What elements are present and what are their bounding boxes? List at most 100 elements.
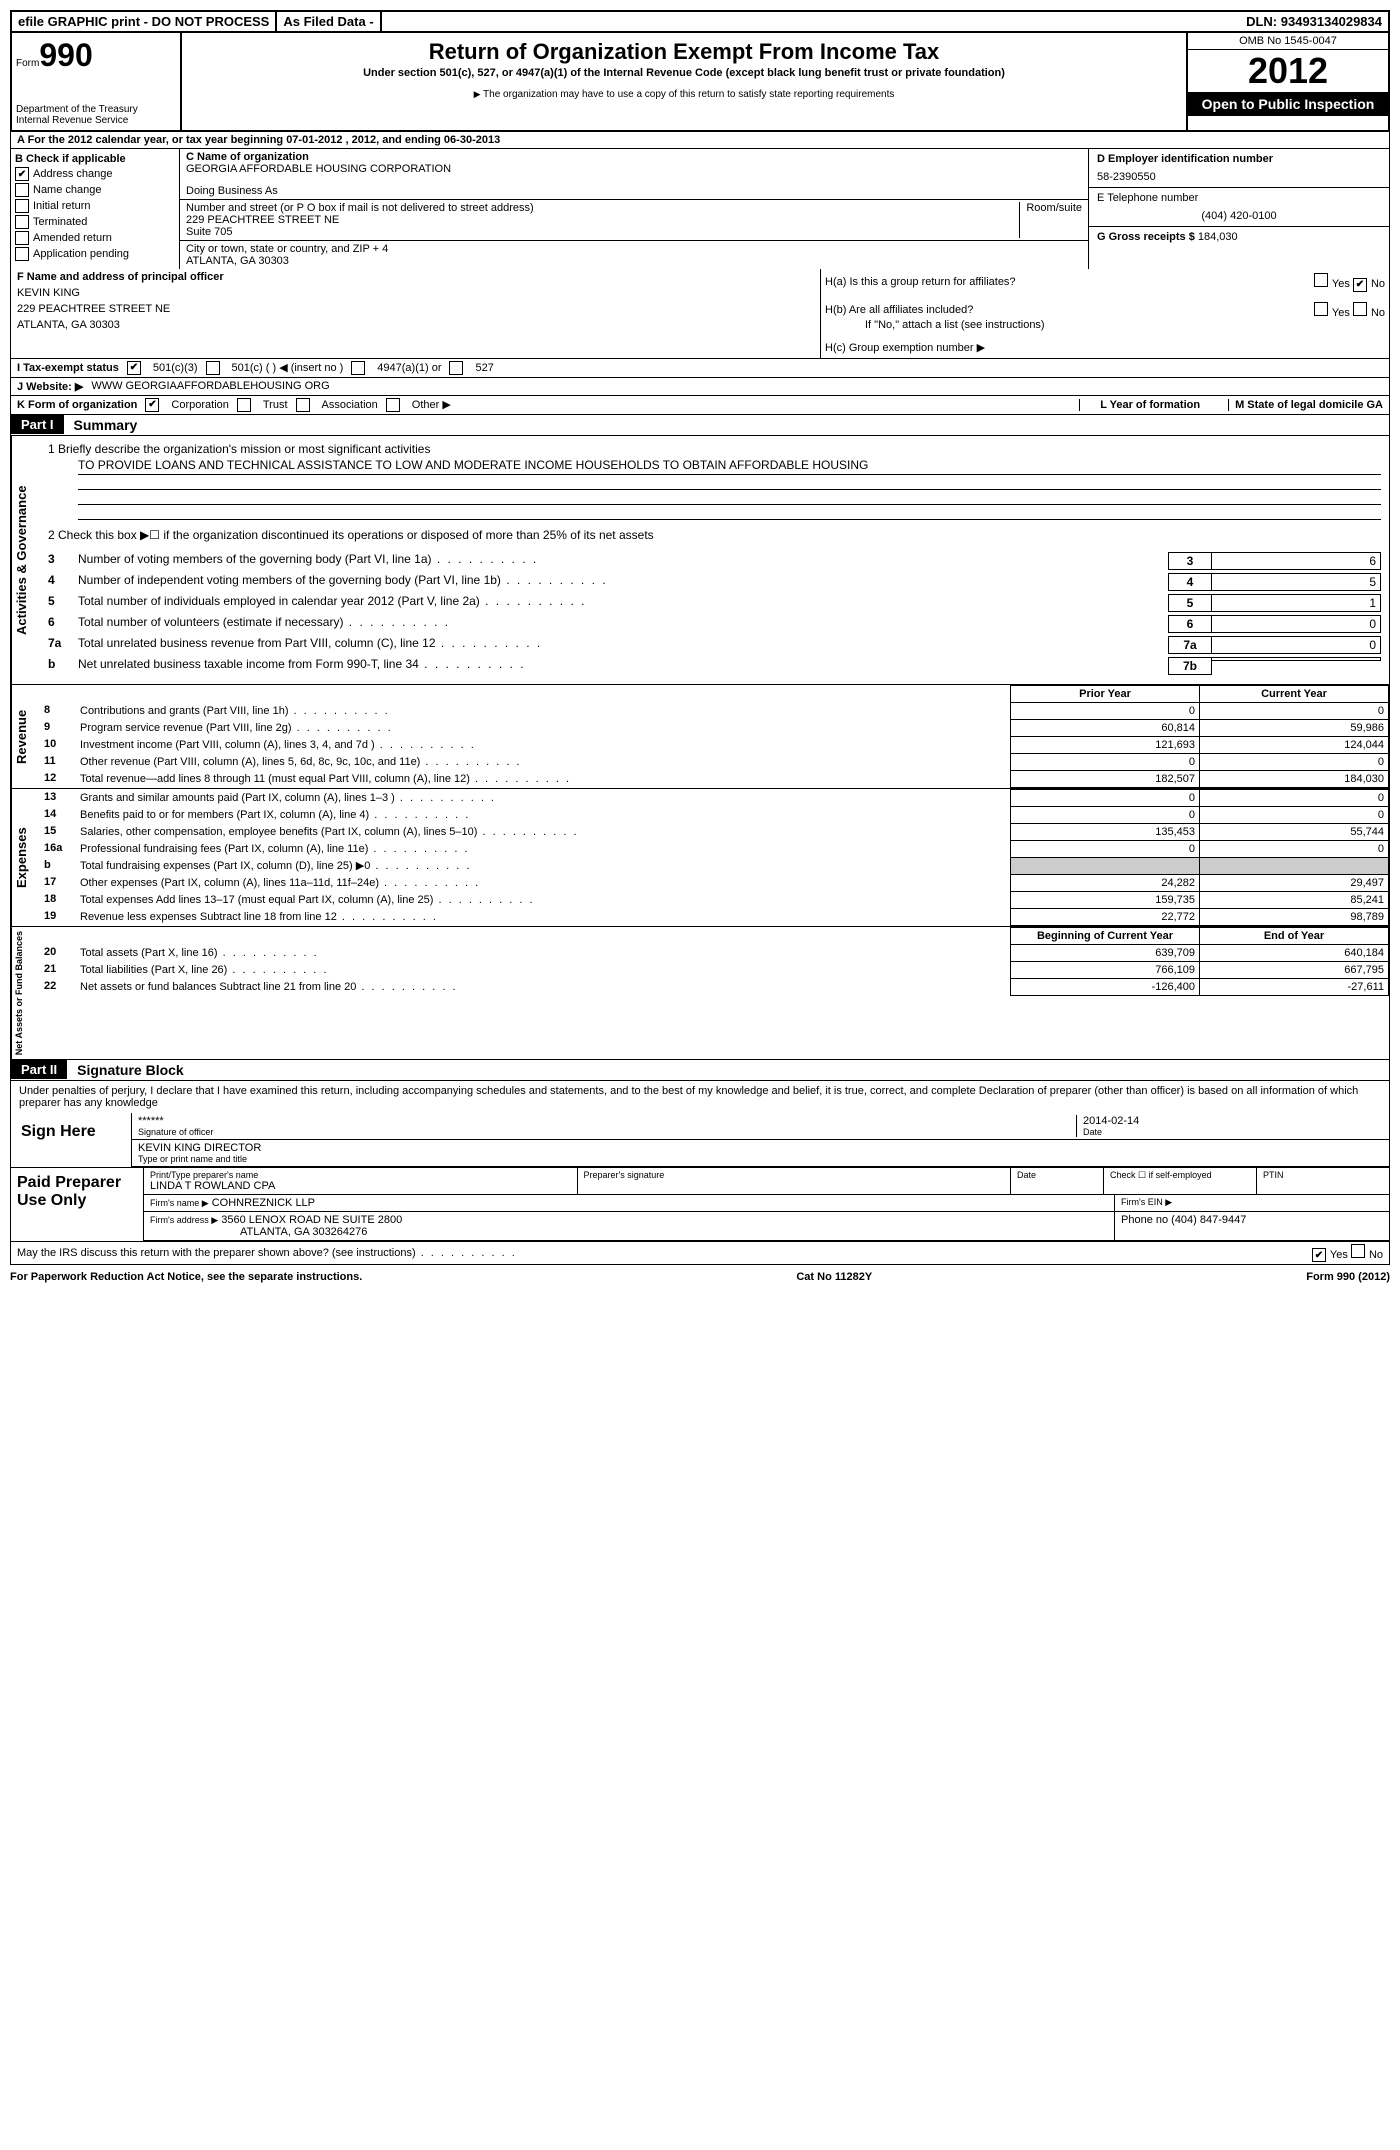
- phone: (404) 420-0100: [1097, 210, 1381, 222]
- print-name-label: Type or print name and title: [138, 1154, 261, 1164]
- ha-no-cb[interactable]: ✔: [1353, 278, 1367, 292]
- dba-label: Doing Business As: [186, 185, 1082, 197]
- fin-row-b: bTotal fundraising expenses (Part IX, co…: [40, 857, 1389, 874]
- line-a: A For the 2012 calendar year, or tax yea…: [10, 132, 1390, 149]
- fin-row-9: 9Program service revenue (Part VIII, lin…: [40, 719, 1389, 736]
- part2-header: Part II Signature Block: [10, 1060, 1390, 1081]
- section-deg: D Employer identification number 58-2390…: [1089, 149, 1389, 269]
- checkbox-name-change[interactable]: Name change: [15, 183, 175, 197]
- hb-no-cb[interactable]: [1353, 302, 1367, 316]
- discuss-no-cb[interactable]: [1351, 1244, 1365, 1258]
- assoc-cb[interactable]: [296, 398, 310, 412]
- part2-badge: Part II: [11, 1060, 67, 1079]
- checkbox-address-change[interactable]: ✔Address change: [15, 167, 175, 181]
- entity-grid: B Check if applicable ✔Address changeNam…: [10, 149, 1390, 269]
- section-h: H(a) Is this a group return for affiliat…: [821, 269, 1389, 358]
- ha-yes-cb[interactable]: [1314, 273, 1328, 287]
- preparer-sig-label: Preparer's signature: [577, 1168, 1011, 1194]
- officer-name: KEVIN KING: [11, 285, 820, 301]
- preparer-date-label: Date: [1010, 1168, 1103, 1194]
- section-f: F Name and address of principal officer …: [11, 269, 821, 358]
- signature-block: Under penalties of perjury, I declare th…: [10, 1081, 1390, 1266]
- sig-declaration: Under penalties of perjury, I declare th…: [11, 1081, 1389, 1113]
- website: WWW GEORGIAAFFORDABLEHOUSING ORG: [91, 380, 329, 392]
- gov-line-3: 3Number of voting members of the governi…: [48, 552, 1381, 570]
- form-number: 990: [39, 37, 92, 73]
- part2-title: Signature Block: [67, 1060, 194, 1080]
- trust-cb[interactable]: [237, 398, 251, 412]
- sign-here-label: Sign Here: [11, 1113, 131, 1167]
- revenue-block: Revenue Prior YearCurrent Year 8Contribu…: [10, 685, 1390, 789]
- checkbox-terminated[interactable]: Terminated: [15, 215, 175, 229]
- paperwork-notice: For Paperwork Reduction Act Notice, see …: [10, 1271, 362, 1283]
- part1-header: Part I Summary: [10, 415, 1390, 436]
- gov-line-6: 6Total number of volunteers (estimate if…: [48, 615, 1381, 633]
- paid-preparer-label: Paid Preparer Use Only: [11, 1168, 143, 1241]
- firm-phone: Phone no (404) 847-9447: [1114, 1212, 1389, 1240]
- efile-notice: efile GRAPHIC print - DO NOT PROCESS: [12, 12, 277, 31]
- fin-row-16a: 16aProfessional fundraising fees (Part I…: [40, 840, 1389, 857]
- hb-yes-cb[interactable]: [1314, 302, 1328, 316]
- form-title: Return of Organization Exempt From Incom…: [186, 39, 1182, 65]
- gov-line-7a: 7aTotal unrelated business revenue from …: [48, 636, 1381, 654]
- officer-print-name: KEVIN KING DIRECTOR: [138, 1142, 261, 1154]
- eoy-hdr: End of Year: [1200, 927, 1389, 944]
- domicile: GA: [1367, 399, 1384, 411]
- ein: 58-2390550: [1097, 171, 1381, 183]
- fin-row-13: 13Grants and similar amounts paid (Part …: [40, 789, 1389, 806]
- irs-label: Internal Revenue Service: [16, 115, 176, 126]
- org-name-label: C Name of organization: [186, 151, 1082, 163]
- ptin-label: PTIN: [1256, 1168, 1389, 1194]
- 527-cb[interactable]: [449, 361, 463, 375]
- checkbox-initial-return[interactable]: Initial return: [15, 199, 175, 213]
- dept-treasury: Department of the Treasury: [16, 104, 176, 115]
- fin-row-22: 22Net assets or fund balances Subtract l…: [40, 978, 1389, 995]
- gov-side-label: Activities & Governance: [11, 436, 40, 684]
- firm-ein-label: Firm's EIN ▶: [1114, 1195, 1389, 1211]
- fin-row-11: 11Other revenue (Part VIII, column (A), …: [40, 753, 1389, 770]
- website-label: J Website: ▶: [17, 380, 83, 393]
- city: ATLANTA, GA 30303: [186, 255, 1082, 267]
- part1-badge: Part I: [11, 415, 64, 434]
- street: 229 PEACHTREE STREET NE: [186, 214, 534, 226]
- section-b: B Check if applicable ✔Address changeNam…: [11, 149, 180, 269]
- firm-address: 3560 LENOX ROAD NE SUITE 2800: [221, 1214, 402, 1226]
- line-k: K Form of organization ✔Corporation Trus…: [10, 396, 1390, 415]
- omb-no: OMB No 1545-0047: [1188, 33, 1388, 50]
- open-public: Open to Public Inspection: [1188, 92, 1388, 116]
- line2: 2 Check this box ▶☐ if the organization …: [48, 528, 1381, 542]
- boy-hdr: Beginning of Current Year: [1011, 927, 1200, 944]
- discuss-yes-cb[interactable]: ✔: [1312, 1248, 1326, 1262]
- preparer-name: LINDA T ROWLAND CPA: [150, 1180, 571, 1192]
- 4947-cb[interactable]: [351, 361, 365, 375]
- mission-text: TO PROVIDE LOANS AND TECHNICAL ASSISTANC…: [78, 456, 1381, 475]
- domicile-label: M State of legal domicile: [1235, 399, 1363, 411]
- officer-street: 229 PEACHTREE STREET NE: [11, 301, 820, 317]
- expenses-block: Expenses 13Grants and similar amounts pa…: [10, 789, 1390, 927]
- dln: DLN: 93493134029834: [1240, 12, 1388, 31]
- form-ref: Form 990 (2012): [1306, 1271, 1390, 1283]
- corp-cb[interactable]: ✔: [145, 398, 159, 412]
- page-footer: For Paperwork Reduction Act Notice, see …: [10, 1271, 1390, 1283]
- checkbox-application-pending[interactable]: Application pending: [15, 247, 175, 261]
- phone-label: E Telephone number: [1097, 192, 1381, 204]
- firm-address2: ATLANTA, GA 303264276: [240, 1226, 1108, 1238]
- fin-row-14: 14Benefits paid to or for members (Part …: [40, 806, 1389, 823]
- cat-no: Cat No 11282Y: [796, 1271, 872, 1283]
- netassets-block: Net Assets or Fund Balances Beginning of…: [10, 927, 1390, 1060]
- hb-note: If "No," attach a list (see instructions…: [865, 319, 1385, 331]
- gov-line-4: 4Number of independent voting members of…: [48, 573, 1381, 591]
- other-cb[interactable]: [386, 398, 400, 412]
- checkbox-amended-return[interactable]: Amended return: [15, 231, 175, 245]
- line-k-label: K Form of organization: [17, 399, 137, 411]
- top-bar: efile GRAPHIC print - DO NOT PROCESS As …: [10, 10, 1390, 33]
- sig-label: Signature of officer: [138, 1127, 1076, 1137]
- revenue-side-label: Revenue: [11, 685, 40, 788]
- 501c3-cb[interactable]: ✔: [127, 361, 141, 375]
- paid-preparer: Paid Preparer Use Only Print/Type prepar…: [11, 1167, 1389, 1241]
- part1-title: Summary: [64, 415, 148, 435]
- 501c-cb[interactable]: [206, 361, 220, 375]
- year-formation-label: L Year of formation: [1079, 399, 1220, 411]
- as-filed: As Filed Data -: [277, 12, 381, 31]
- suite: Suite 705: [186, 226, 534, 238]
